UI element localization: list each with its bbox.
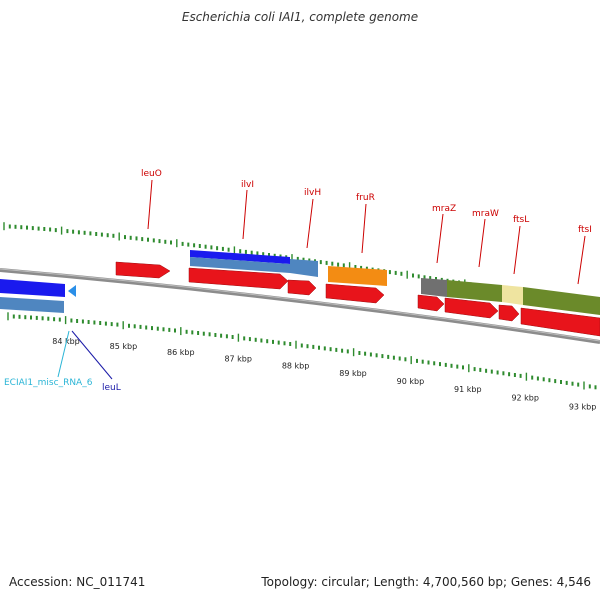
gene-mraW[interactable] (447, 280, 502, 302)
label-ftsI[interactable]: ftsI (578, 225, 592, 235)
label-mraW[interactable]: mraW (472, 209, 499, 219)
cds-ilvH[interactable] (287, 279, 317, 296)
leader-ftsI (577, 235, 586, 285)
gene-ftsI[interactable] (523, 287, 600, 315)
ruler-label: 85 kbp (110, 342, 138, 351)
cds-ftsI[interactable] (520, 307, 600, 337)
leader-ilvI (242, 189, 248, 240)
lower-tick-ring (7, 312, 597, 390)
label-leuO[interactable]: leuO (141, 169, 162, 179)
cds-leuO[interactable] (115, 261, 171, 279)
genome-backbone (0, 268, 600, 344)
cds-ftsL[interactable] (498, 304, 520, 322)
accession-text: Accession: NC_011741 (9, 575, 146, 589)
leader-ftsL (513, 225, 521, 275)
ruler-label: 93 kbp (569, 402, 597, 411)
gene-ilvI[interactable] (190, 250, 290, 264)
gene-fruR[interactable] (328, 266, 387, 286)
map-title: Escherichia coli IAI1, complete genome (181, 10, 419, 24)
gene-ilvI-lower (190, 257, 290, 273)
ruler-label: 90 kbp (397, 377, 425, 386)
gene-leuL-region[interactable] (0, 279, 65, 297)
label-leuL[interactable]: leuL (102, 383, 121, 393)
label-fruR[interactable]: fruR (356, 193, 375, 203)
genome-backbone-highlight (0, 268, 600, 342)
ruler-label: 88 kbp (282, 362, 310, 371)
leader-fruR (361, 203, 367, 254)
leader-mraZ (436, 213, 444, 264)
label-misc-rna[interactable]: ECIAI1_misc_RNA_6 (4, 378, 93, 388)
ruler-label: 92 kbp (511, 394, 539, 403)
cds-fruR[interactable] (325, 283, 385, 304)
leader-leuL (71, 330, 113, 380)
gene-ilvH[interactable] (290, 259, 318, 277)
leader-leuO (147, 179, 153, 230)
label-ilvI[interactable]: ilvI (241, 180, 254, 190)
genome-summary-text: Topology: circular; Length: 4,700,560 bp… (261, 575, 591, 589)
leader-mraW (478, 218, 486, 268)
ruler-label: 87 kbp (224, 355, 252, 364)
label-mraZ[interactable]: mraZ (432, 204, 456, 214)
leuL-arrowhead[interactable] (68, 285, 76, 297)
gene-ftsL[interactable] (502, 285, 523, 305)
label-ilvH[interactable]: ilvH (304, 188, 321, 198)
cds-mraZ[interactable] (417, 294, 445, 312)
ruler-label: 89 kbp (339, 369, 367, 378)
cds-ilvI[interactable] (188, 267, 289, 290)
misc-rna-feature[interactable] (0, 297, 64, 313)
ruler-label: 86 kbp (167, 348, 195, 357)
label-ftsL[interactable]: ftsL (513, 215, 529, 225)
leader-ilvH (306, 198, 314, 249)
ruler-label: 91 kbp (454, 385, 482, 394)
leader-misc-rna (57, 330, 70, 378)
cds-mraW[interactable] (444, 297, 499, 319)
gene-mraZ[interactable] (421, 278, 447, 297)
